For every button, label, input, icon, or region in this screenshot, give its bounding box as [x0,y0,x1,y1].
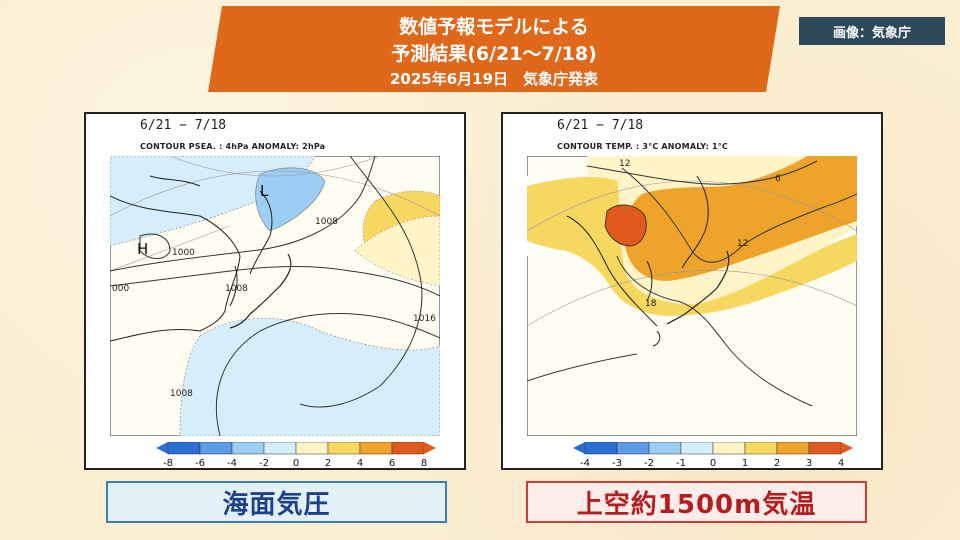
title-banner: 数値予報モデルによる 予測結果(6/21～7/18) 2025年6月19日 気象… [208,6,780,92]
colorbar-tick: 3 [806,458,812,468]
colorbar-segment [167,442,201,455]
isotherm-label: 6 [775,174,781,184]
coastline-korea [229,265,238,307]
low-pressure-label: L [260,182,269,200]
colorbar-segment [648,442,682,455]
colorbar-segment [327,442,361,455]
warm-anomaly-core [604,204,647,247]
isobar-label: 1008 [225,284,248,294]
isotherm-12 [621,167,857,263]
latitude-line [110,170,440,217]
colorbar-tick: -4 [580,458,590,468]
isobar-label: 1008 [170,389,193,399]
colorbar-tick: 4 [357,458,363,468]
colorbar-segment [231,442,265,455]
warm-anomaly-2 [624,156,857,281]
isobar-high [139,233,171,259]
latitude-line [527,270,857,327]
colorbar-arrow-high [424,442,436,454]
pressure-anomaly-map: L H 1008 1000 1008 1016 000 1008 [110,156,440,436]
colorbar-segment [359,442,393,455]
high-pressure-label: H [137,240,148,258]
isobar-1008 [110,265,440,297]
colorbar-tick: -2 [644,458,654,468]
temperature-contour-header: CONTOUR TEMP. : 3°C ANOMALY: 1°C [557,142,728,151]
negative-anomaly-core [255,167,326,232]
coastline-japan [229,253,292,329]
isobar-label: 1000 [172,248,195,258]
colorbar-segment [776,442,810,455]
image-credit: 画像：気象庁 [799,17,945,45]
latitude-line [169,156,381,177]
temperature-colorbar: -4 -3 -2 -1 0 1 2 3 4 [573,442,853,468]
temperature-date-range: 6/21 − 7/18 [557,118,644,133]
isobar-1000 [110,156,376,272]
coastline-asia [566,215,658,327]
colorbar-tick: -3 [612,458,622,468]
isobar-label: 000 [112,284,129,294]
colorbar-segment [616,442,650,455]
colorbar-tick: -6 [195,458,205,468]
colorbar-arrow-low [573,442,585,454]
colorbar-segment [584,442,618,455]
colorbar-arrow-high [841,442,853,454]
colorbar-arrow-low [156,442,168,454]
coastline-north [149,175,201,187]
isotherm-24 [527,353,638,382]
isotherm-label: 12 [737,239,748,249]
colorbar-tick: 0 [710,458,716,468]
banner-line-1: 数値予報モデルによる [399,16,589,38]
colorbar-tick: 4 [838,458,844,468]
isotherm-label: 12 [619,159,630,169]
pressure-date-range: 6/21 − 7/18 [140,118,227,133]
colorbar-segment [263,442,297,455]
colorbar-segment [808,442,842,455]
pressure-colorbar: -8 -6 -4 -2 0 2 4 6 8 [156,442,436,468]
isobar-1016 [215,313,440,436]
isobar-1016-loop [299,156,423,408]
temperature-map-panel: 6/21 − 7/18 CONTOUR TEMP. : 3°C ANOMALY:… [501,112,883,470]
isotherm-label: 18 [645,299,657,309]
pressure-map-panel: 6/21 − 7/18 CONTOUR PSEA. : 4hPa ANOMALY… [84,112,466,470]
colorbar-tick: 2 [774,458,780,468]
banner-line-2: 予測結果(6/21～7/18) [391,43,597,65]
temperature-map-title: 上空約1500m気温 [526,481,867,523]
coastline-korea [646,260,653,302]
banner-line-3: 2025年6月19日 気象庁発表 [389,70,599,88]
temperature-anomaly-map: 12 6 12 18 [527,156,857,436]
coastline-japan [666,250,730,325]
banner-shape [208,6,780,92]
colorbar-tick: -1 [676,458,686,468]
negative-anomaly-south [179,317,440,436]
colorbar-tick: 2 [325,458,331,468]
colorbar-segment [744,442,778,455]
colorbar-tick: 0 [293,458,299,468]
isobar-label: 1008 [315,217,338,227]
colorbar-segment [712,442,746,455]
coastline-sakhalin [681,175,709,269]
pressure-contour-header: CONTOUR PSEA. : 4hPa ANOMALY: 2hPa [140,142,326,151]
colorbar-segment [295,442,329,455]
colorbar-segment [391,442,425,455]
isotherm-18 [616,255,813,407]
latitude-line [527,180,857,232]
colorbar-tick: -8 [163,458,173,468]
colorbar-tick: 8 [421,458,427,468]
colorbar-tick: -2 [259,458,269,468]
colorbar-tick: -4 [227,458,237,468]
colorbar-segment [680,442,714,455]
colorbar-tick: 6 [389,458,395,468]
coastline-asia [110,195,241,342]
coastline-taiwan [652,330,661,347]
colorbar-tick: 1 [742,458,748,468]
isobar-label: 1016 [413,314,436,324]
pressure-map-title: 海面気圧 [106,481,447,523]
coastline-sakhalin [249,190,273,275]
colorbar-segment [199,442,233,455]
